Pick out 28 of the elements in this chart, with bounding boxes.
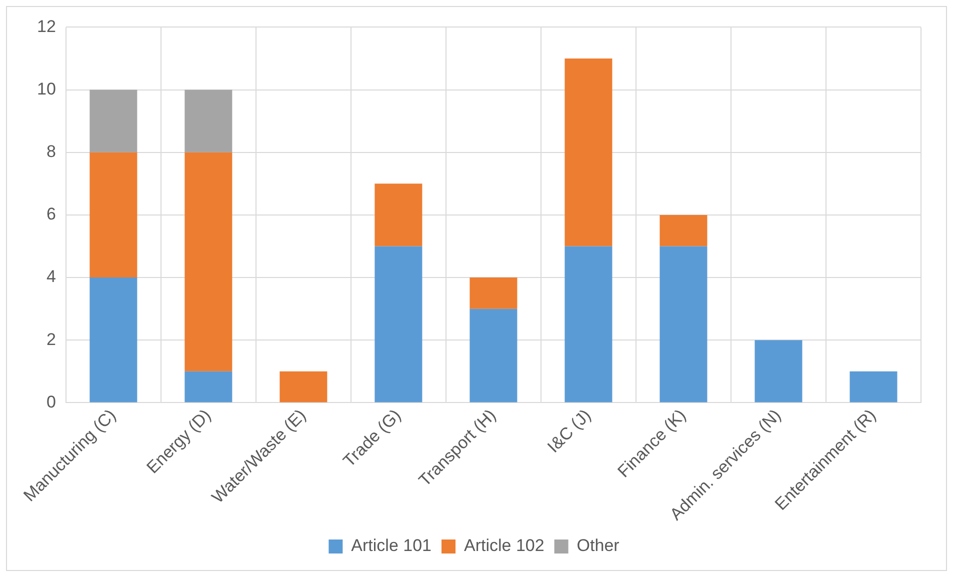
bar: [564, 58, 612, 246]
bar: [90, 90, 138, 152]
bar: [184, 371, 232, 402]
bar: [90, 278, 138, 402]
y-tick-label: 10: [36, 79, 56, 98]
y-tick-label: 6: [46, 204, 56, 224]
bar: [564, 246, 612, 402]
y-tick-label: 4: [46, 267, 56, 286]
bar: [184, 152, 232, 372]
legend-label: Other: [576, 536, 620, 556]
y-tick-label: 0: [46, 392, 56, 412]
x-tick-label: I&C (J): [544, 406, 595, 456]
bar: [184, 90, 232, 152]
bar: [280, 371, 328, 402]
y-tick-label: 8: [46, 142, 56, 162]
bar: [90, 152, 138, 278]
bar: [754, 340, 802, 402]
legend-label: Article 101: [351, 536, 432, 556]
bar: [850, 371, 898, 402]
bar: [470, 278, 518, 309]
y-tick-label: 2: [46, 330, 56, 349]
bar: [660, 246, 708, 402]
bar: [470, 308, 518, 402]
bar: [374, 246, 422, 402]
y-tick-label: 12: [36, 16, 56, 36]
bar: [374, 184, 422, 246]
legend-label: Article 102: [464, 536, 544, 556]
bar: [660, 214, 708, 246]
